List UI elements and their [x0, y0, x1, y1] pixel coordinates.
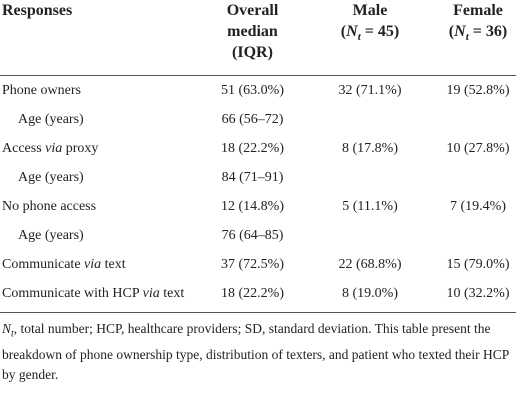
label-text: Access	[2, 141, 46, 156]
table-cell: 18 (22.2%)	[205, 134, 300, 163]
header-text: (	[448, 23, 455, 40]
header-text: = 36)	[468, 23, 508, 40]
column-header: Overall median (IQR)	[205, 0, 300, 76]
label-text: via	[84, 257, 102, 272]
row-label: Phone owners	[0, 76, 205, 106]
table-cell: 22 (68.8%)	[300, 250, 440, 279]
cell-text: 18 (22.2%)	[221, 286, 284, 301]
header-text: (	[340, 23, 347, 40]
table-cell	[300, 163, 440, 192]
cell-text: 7 (19.4%)	[450, 199, 506, 214]
table-cell: 18 (22.2%)	[205, 279, 300, 313]
label-text: Age (years)	[18, 112, 84, 127]
label-text: Communicate	[2, 257, 85, 272]
table-cell	[440, 105, 516, 134]
table-cell: 5 (11.1%)	[300, 192, 440, 221]
label-text: Age (years)	[18, 228, 84, 243]
row-label: Communicate via text	[0, 250, 205, 279]
row-label: Age (years)	[0, 105, 205, 134]
cell-text: 37 (72.5%)	[221, 257, 284, 272]
table-row: Phone owners 51 (63.0%) 32 (71.1%) 19 (52.8…	[0, 76, 516, 106]
label-text: Phone owners	[2, 83, 81, 98]
table-row: Communicate with HCP via text 18 (22.2%) 8…	[0, 279, 516, 313]
table-cell: 15 (79.0%)	[440, 250, 516, 279]
table-cell: 10 (27.8%)	[440, 134, 516, 163]
table-cell: 7 (19.4%)	[440, 192, 516, 221]
label-text: via	[142, 286, 160, 301]
cell-text: 8 (17.8%)	[342, 141, 398, 156]
cell-text: 22 (68.8%)	[338, 257, 402, 272]
table-row: Access via proxy 18 (22.2%) 8 (17.8%) 10 (2…	[0, 134, 516, 163]
table-cell: 8 (17.8%)	[300, 134, 440, 163]
label-text: Communicate with HCP	[2, 286, 143, 301]
table-cell	[440, 163, 516, 192]
column-header: Male (Nt = 45)	[300, 0, 440, 76]
row-label: Access via proxy	[0, 134, 205, 163]
table-cell: 66 (56–72)	[205, 105, 300, 134]
column-header: Responses	[0, 0, 205, 76]
row-label: Age (years)	[0, 221, 205, 250]
row-label: Communicate with HCP via text	[0, 279, 205, 313]
label-text: text	[101, 257, 126, 272]
cell-text: 66 (56–72)	[221, 112, 284, 127]
header-symbol: N	[346, 23, 358, 40]
table-cell: 84 (71–91)	[205, 163, 300, 192]
header-text: Overall	[226, 2, 279, 19]
table-cell: 10 (32.2%)	[440, 279, 516, 313]
header-text: = 45)	[360, 23, 400, 40]
cell-text: 15 (79.0%)	[446, 257, 510, 272]
table-cell: 8 (19.0%)	[300, 279, 440, 313]
table-row: Communicate via text 37 (72.5%) 22 (68.8%)…	[0, 250, 516, 279]
table-cell: 51 (63.0%)	[205, 76, 300, 106]
table-cell: 37 (72.5%)	[205, 250, 300, 279]
header-row: Responses Overall median (IQR) Male (Nt = 45)…	[0, 0, 516, 76]
cell-text: 12 (14.8%)	[221, 199, 284, 214]
cell-text: 8 (19.0%)	[342, 286, 398, 301]
cell-text: 5 (11.1%)	[342, 199, 398, 214]
row-label: Age (years)	[0, 163, 205, 192]
header-text: Female	[453, 2, 503, 19]
header-text: (IQR)	[232, 44, 273, 61]
cell-text: 51 (63.0%)	[221, 83, 284, 98]
cell-text: 84 (71–91)	[221, 170, 284, 185]
table-cell	[300, 221, 440, 250]
header-text: median	[227, 23, 278, 40]
table-row: Age (years) 76 (64–85)	[0, 221, 516, 250]
header-text: Male	[352, 2, 388, 19]
data-table: Responses Overall median (IQR) Male (Nt = 45)…	[0, 0, 516, 313]
header-symbol: N	[454, 23, 466, 40]
footnote: Nt, total number; HCP, healthcare provid…	[0, 313, 516, 385]
footnote-subscript: t	[11, 328, 14, 340]
row-label: No phone access	[0, 192, 205, 221]
table-row: Age (years) 66 (56–72)	[0, 105, 516, 134]
cell-text: 19 (52.8%)	[446, 83, 510, 98]
cell-text: 76 (64–85)	[221, 228, 284, 243]
table-cell: 32 (71.1%)	[300, 76, 440, 106]
footnote-text: , total number; HCP, healthcare provider…	[2, 321, 509, 382]
header-text: Responses	[2, 2, 73, 19]
footnote-symbol: N	[2, 321, 12, 336]
column-header: Female (Nt = 36)	[440, 0, 516, 76]
table-cell: 19 (52.8%)	[440, 76, 516, 106]
header-subscript: t	[465, 31, 469, 44]
header-subscript: t	[357, 31, 361, 44]
table-cell: 12 (14.8%)	[205, 192, 300, 221]
cell-text: 32 (71.1%)	[338, 83, 402, 98]
table-cell	[300, 105, 440, 134]
label-text: proxy	[62, 141, 99, 156]
cell-text: 10 (27.8%)	[446, 141, 510, 156]
table-row: No phone access 12 (14.8%) 5 (11.1%) 7 (19.…	[0, 192, 516, 221]
label-text: Age (years)	[18, 170, 84, 185]
cell-text: 10 (32.2%)	[446, 286, 510, 301]
table-cell: 76 (64–85)	[205, 221, 300, 250]
cell-text: 18 (22.2%)	[221, 141, 284, 156]
label-text: No phone access	[2, 199, 97, 214]
label-text: text	[159, 286, 185, 301]
label-text: via	[45, 141, 63, 156]
table-row: Age (years) 84 (71–91)	[0, 163, 516, 192]
table-cell	[440, 221, 516, 250]
